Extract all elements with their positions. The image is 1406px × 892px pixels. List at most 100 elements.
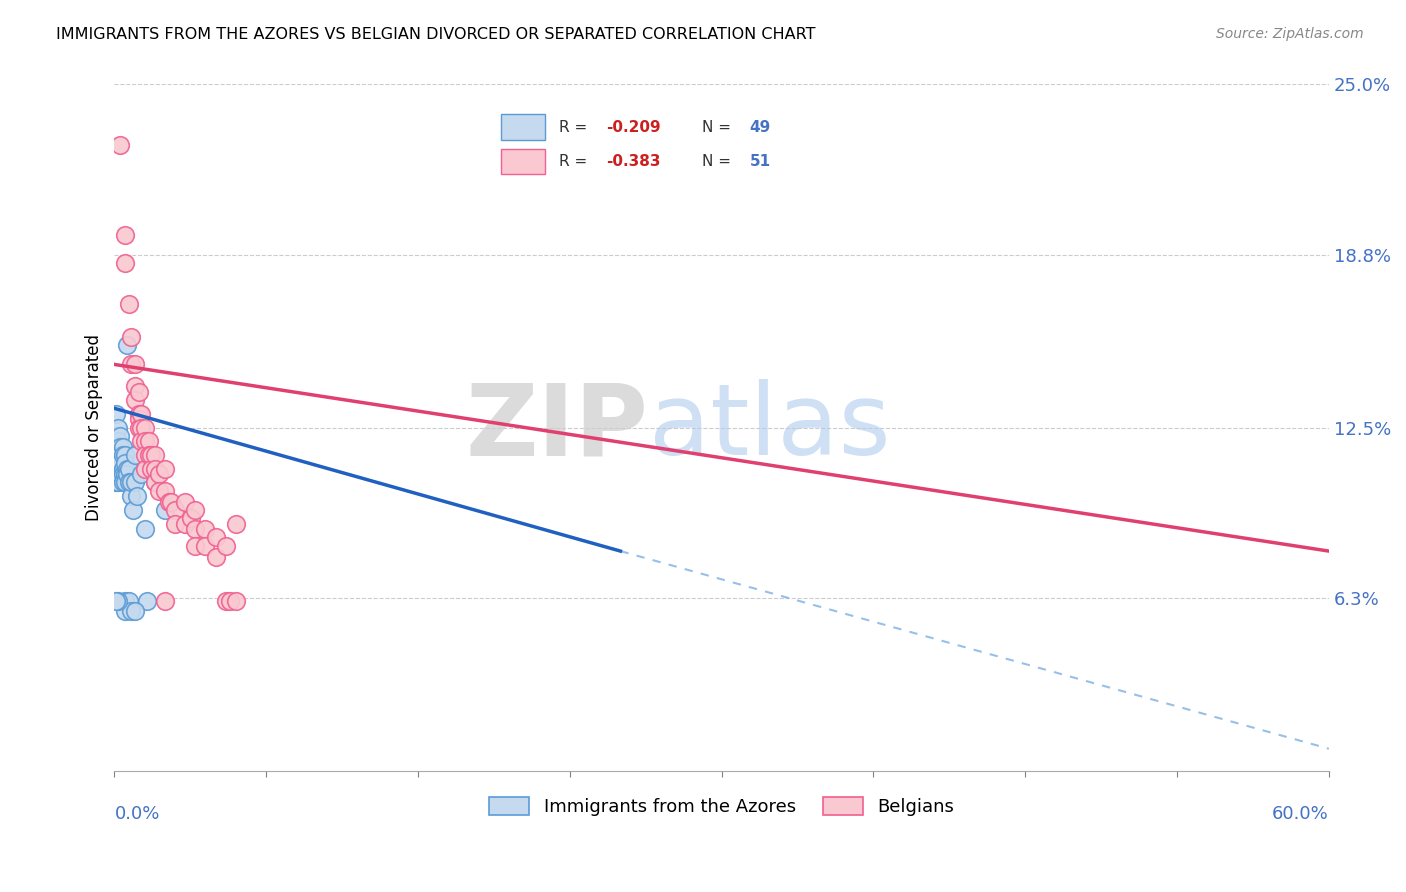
Point (107, 448, 129, 462)
Point (139, 448, 162, 462)
Point (107, 475, 129, 490)
Point (165, 516, 187, 531)
Point (128, 420, 150, 434)
Point (194, 539, 217, 553)
Point (215, 593, 238, 607)
Point (107, 456, 129, 470)
Point (153, 461, 176, 475)
Point (107, 434, 129, 449)
Point (121, 503, 143, 517)
Point (117, 593, 139, 607)
Point (134, 461, 156, 475)
Point (134, 448, 156, 462)
Point (105, 456, 128, 470)
Point (129, 420, 152, 434)
Point (225, 516, 247, 531)
Point (114, 605, 136, 619)
Point (143, 475, 166, 490)
Point (153, 483, 176, 498)
Point (225, 593, 247, 607)
Point (153, 593, 176, 607)
Point (111, 475, 134, 490)
Text: ZIP: ZIP (465, 379, 648, 476)
Point (110, 467, 132, 482)
Point (139, 461, 162, 475)
Legend: Immigrants from the Azores, Belgians: Immigrants from the Azores, Belgians (482, 789, 962, 823)
Text: 0.0%: 0.0% (114, 805, 160, 823)
Point (111, 448, 134, 462)
Point (111, 440, 134, 454)
Point (120, 605, 142, 619)
Point (105, 593, 128, 607)
Point (157, 494, 180, 508)
Point (128, 412, 150, 426)
Point (114, 475, 136, 490)
Point (194, 522, 217, 536)
Point (124, 448, 146, 462)
Point (110, 440, 132, 454)
Point (134, 434, 156, 449)
Text: 60.0%: 60.0% (1272, 805, 1329, 823)
Point (115, 338, 138, 352)
Point (174, 494, 197, 508)
Point (111, 461, 134, 475)
Point (153, 503, 176, 517)
Point (110, 456, 132, 470)
Point (129, 407, 152, 421)
Point (107, 467, 129, 482)
Point (120, 489, 142, 503)
Point (117, 297, 139, 311)
Point (124, 379, 146, 393)
Point (129, 467, 152, 482)
Point (111, 467, 134, 482)
Point (124, 475, 146, 490)
Point (129, 434, 152, 449)
Point (120, 475, 142, 490)
Point (128, 384, 150, 399)
Point (110, 137, 132, 152)
Point (110, 429, 132, 443)
Point (115, 467, 138, 482)
Point (184, 522, 207, 536)
Point (184, 503, 207, 517)
Point (134, 420, 156, 434)
Point (105, 467, 128, 482)
Point (174, 516, 197, 531)
Y-axis label: Divorced or Separated: Divorced or Separated (86, 334, 103, 521)
Text: IMMIGRANTS FROM THE AZORES VS BELGIAN DIVORCED OR SEPARATED CORRELATION CHART: IMMIGRANTS FROM THE AZORES VS BELGIAN DI… (56, 27, 815, 42)
Point (105, 407, 128, 421)
Point (107, 593, 129, 607)
Point (114, 593, 136, 607)
Point (105, 429, 128, 443)
Point (114, 448, 136, 462)
Point (114, 456, 136, 470)
Point (115, 461, 138, 475)
Point (110, 448, 132, 462)
Point (165, 503, 187, 517)
Point (143, 461, 166, 475)
Point (138, 448, 160, 462)
Point (125, 489, 148, 503)
Text: atlas: atlas (648, 379, 890, 476)
Text: Source: ZipAtlas.com: Source: ZipAtlas.com (1216, 27, 1364, 41)
Point (105, 475, 128, 490)
Point (128, 407, 150, 421)
Point (114, 228, 136, 243)
Point (143, 475, 166, 490)
Point (105, 440, 128, 454)
Point (114, 467, 136, 482)
Point (148, 467, 170, 482)
Point (117, 475, 139, 490)
Point (180, 511, 202, 525)
Point (204, 549, 226, 564)
Point (124, 393, 146, 408)
Point (148, 483, 170, 498)
Point (215, 539, 238, 553)
Point (120, 358, 142, 372)
Point (124, 605, 146, 619)
Point (204, 530, 226, 544)
Point (135, 593, 157, 607)
Point (124, 358, 146, 372)
Point (107, 420, 129, 434)
Point (138, 434, 160, 449)
